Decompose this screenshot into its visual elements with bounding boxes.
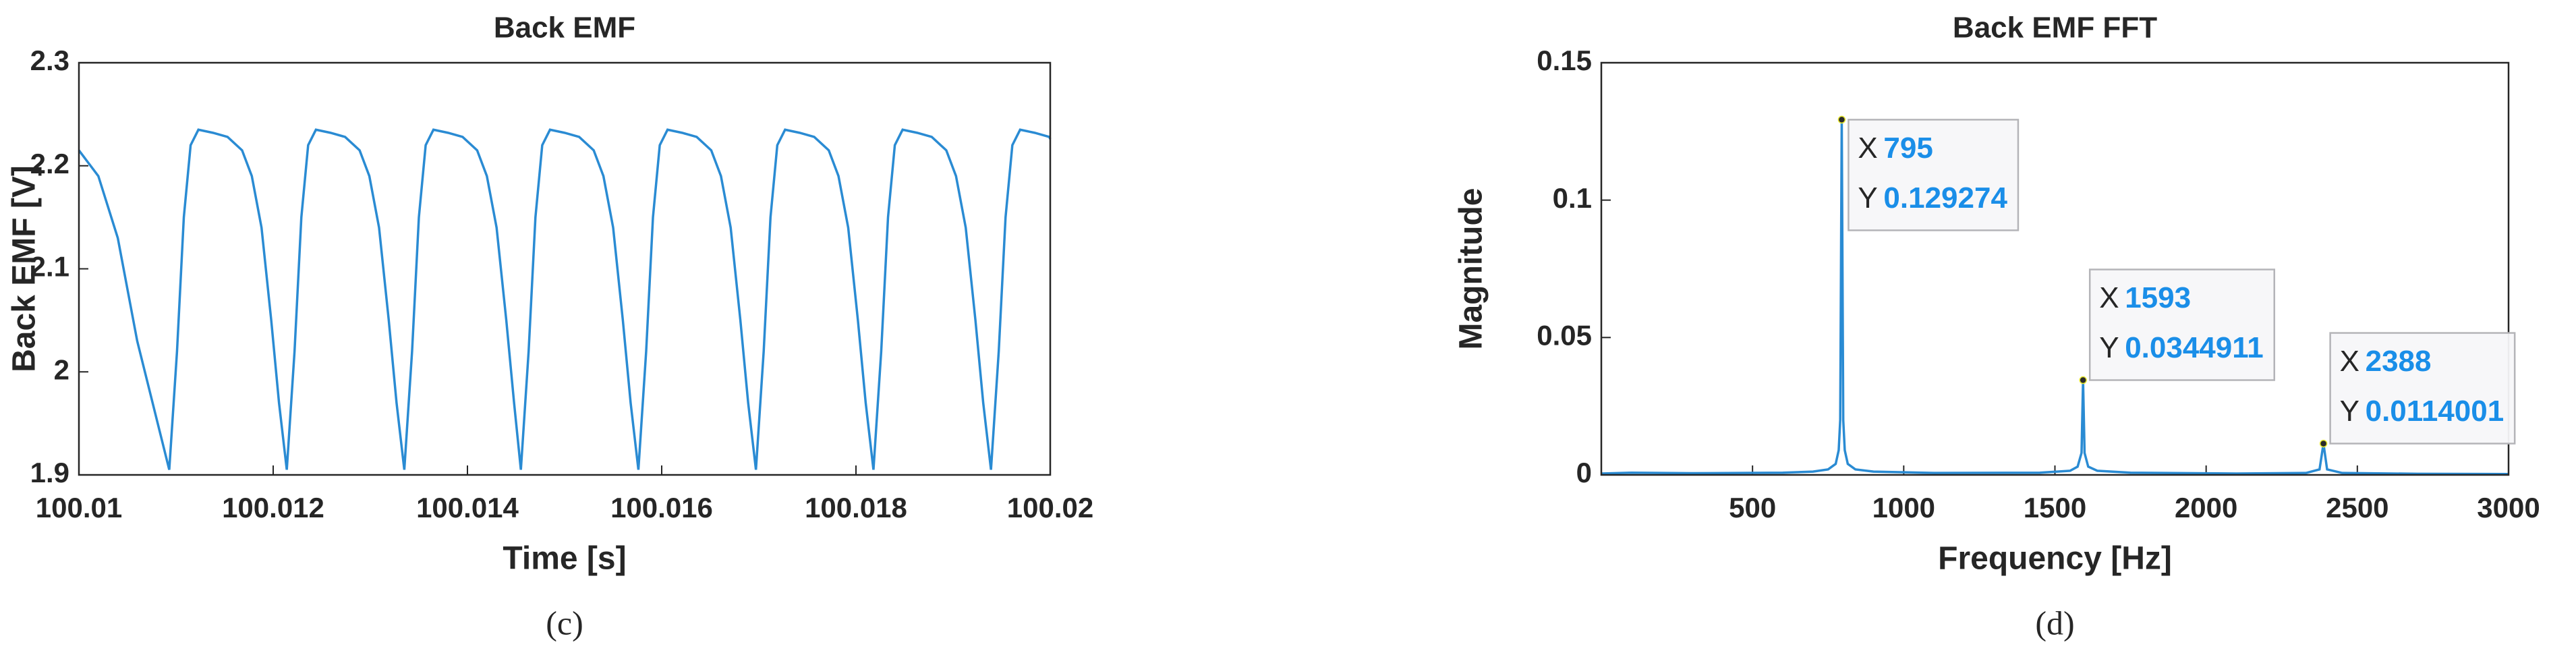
x-tick-label: 3000 (2477, 492, 2540, 523)
datatip-value: 795 (1883, 132, 1933, 165)
y-tick-label: 2.3 (30, 45, 69, 76)
x-tick-label: 100.018 (805, 492, 907, 523)
data-line (78, 128, 1052, 470)
axes-box (1600, 61, 2510, 476)
y-tick-label: 2.1 (30, 251, 69, 283)
datatip-label: X (1858, 132, 1877, 165)
datatip-value: 0.0344911 (2125, 331, 2264, 364)
datatip-box (1848, 119, 2020, 231)
datatip-marker (2319, 439, 2328, 448)
x-tick-label: 100.014 (416, 492, 519, 523)
datatip-box (2088, 268, 2276, 381)
y-tick-label: 0 (1576, 457, 1592, 488)
x-tick-label: 1500 (2024, 492, 2086, 523)
y-tick-label: 0.1 (1553, 182, 1592, 214)
datatip-value: 0.129274 (1883, 181, 2007, 215)
x-tick-label: 2000 (2175, 492, 2237, 523)
datatip-marker (1837, 115, 1846, 124)
x-tick-label: 500 (1729, 492, 1776, 523)
axes-box (78, 61, 1052, 476)
y-axis-label: Back EMF [V] (7, 165, 42, 372)
chart-title: Back EMF (494, 11, 635, 45)
y-tick-label: 0.15 (1537, 45, 1592, 76)
x-tick-label: 100.012 (222, 492, 324, 523)
datatip-label: X (2340, 345, 2359, 378)
datatip-box (2329, 332, 2516, 445)
datatip-value: 0.0114001 (2366, 395, 2505, 428)
x-tick-label: 2500 (2326, 492, 2388, 523)
chart-title: Back EMF FFT (1953, 11, 2157, 45)
datatip-value: 1593 (2125, 281, 2191, 314)
datatip-label: Y (2099, 331, 2119, 364)
x-tick-label: 100.02 (1007, 492, 1093, 523)
y-tick-label: 1.9 (30, 457, 69, 488)
data-line (1601, 119, 2509, 476)
datatip-marker (2079, 376, 2087, 385)
datatip-value: 2388 (2366, 345, 2432, 378)
y-tick-label: 2.2 (30, 148, 69, 179)
datatip-label: Y (2340, 395, 2359, 428)
x-tick-label: 1000 (1872, 492, 1935, 523)
y-tick-label: 2 (54, 353, 69, 385)
datatip-label: Y (1858, 181, 1877, 215)
x-tick-label: 100.01 (36, 492, 122, 523)
caption: (c) (546, 604, 583, 642)
y-tick-label: 0.05 (1537, 319, 1592, 351)
caption: (d) (2035, 604, 2074, 642)
y-axis-label: Magnitude (1454, 188, 1489, 350)
x-axis-label: Time [s] (503, 541, 626, 577)
datatip-label: X (2099, 281, 2119, 314)
x-axis-label: Frequency [Hz] (1938, 541, 2172, 577)
x-tick-label: 100.016 (610, 492, 713, 523)
